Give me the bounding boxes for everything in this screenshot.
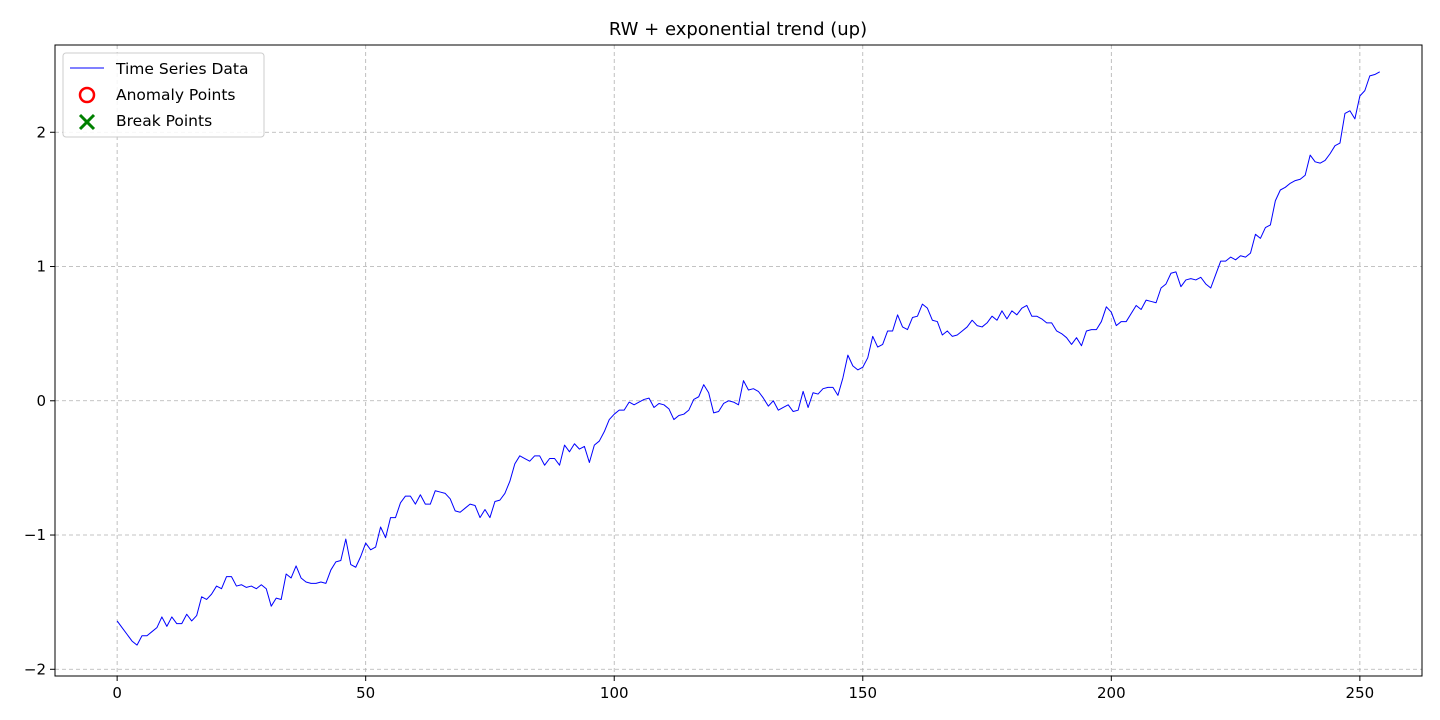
legend-label-anomaly: Anomaly Points (116, 86, 235, 104)
y-tick-label: 0 (36, 392, 46, 410)
series-line (116, 71, 1380, 646)
legend-x-marker (78, 113, 96, 131)
y-tick-label: 2 (36, 123, 46, 141)
legend-label-series: Time Series Data (115, 60, 248, 78)
chart-title: RW + exponential trend (up) (609, 19, 867, 40)
legend-box (62, 52, 265, 138)
grid-lines (55, 45, 1422, 676)
plot-area-frame (54, 44, 1423, 677)
series-layer (116, 71, 1380, 646)
x-axis: 0 50 100 150 200 250 (112, 676, 1374, 702)
legend: Time Series Data Anomaly Points Break Po… (62, 52, 265, 138)
y-tick-label: 1 (36, 258, 46, 276)
x-tick-label: 0 (112, 684, 122, 702)
legend-circle-marker (78, 86, 96, 104)
x-tick-label: 50 (356, 684, 375, 702)
y-tick-label: −2 (24, 660, 46, 678)
legend-label-break: Break Points (116, 112, 212, 130)
x-tick-label: 150 (848, 684, 877, 702)
x-tick-label: 200 (1097, 684, 1126, 702)
x-tick-label: 250 (1346, 684, 1375, 702)
y-axis: −2 −1 0 1 2 (24, 123, 55, 678)
x-tick-label: 100 (600, 684, 629, 702)
y-tick-label: −1 (24, 526, 46, 544)
